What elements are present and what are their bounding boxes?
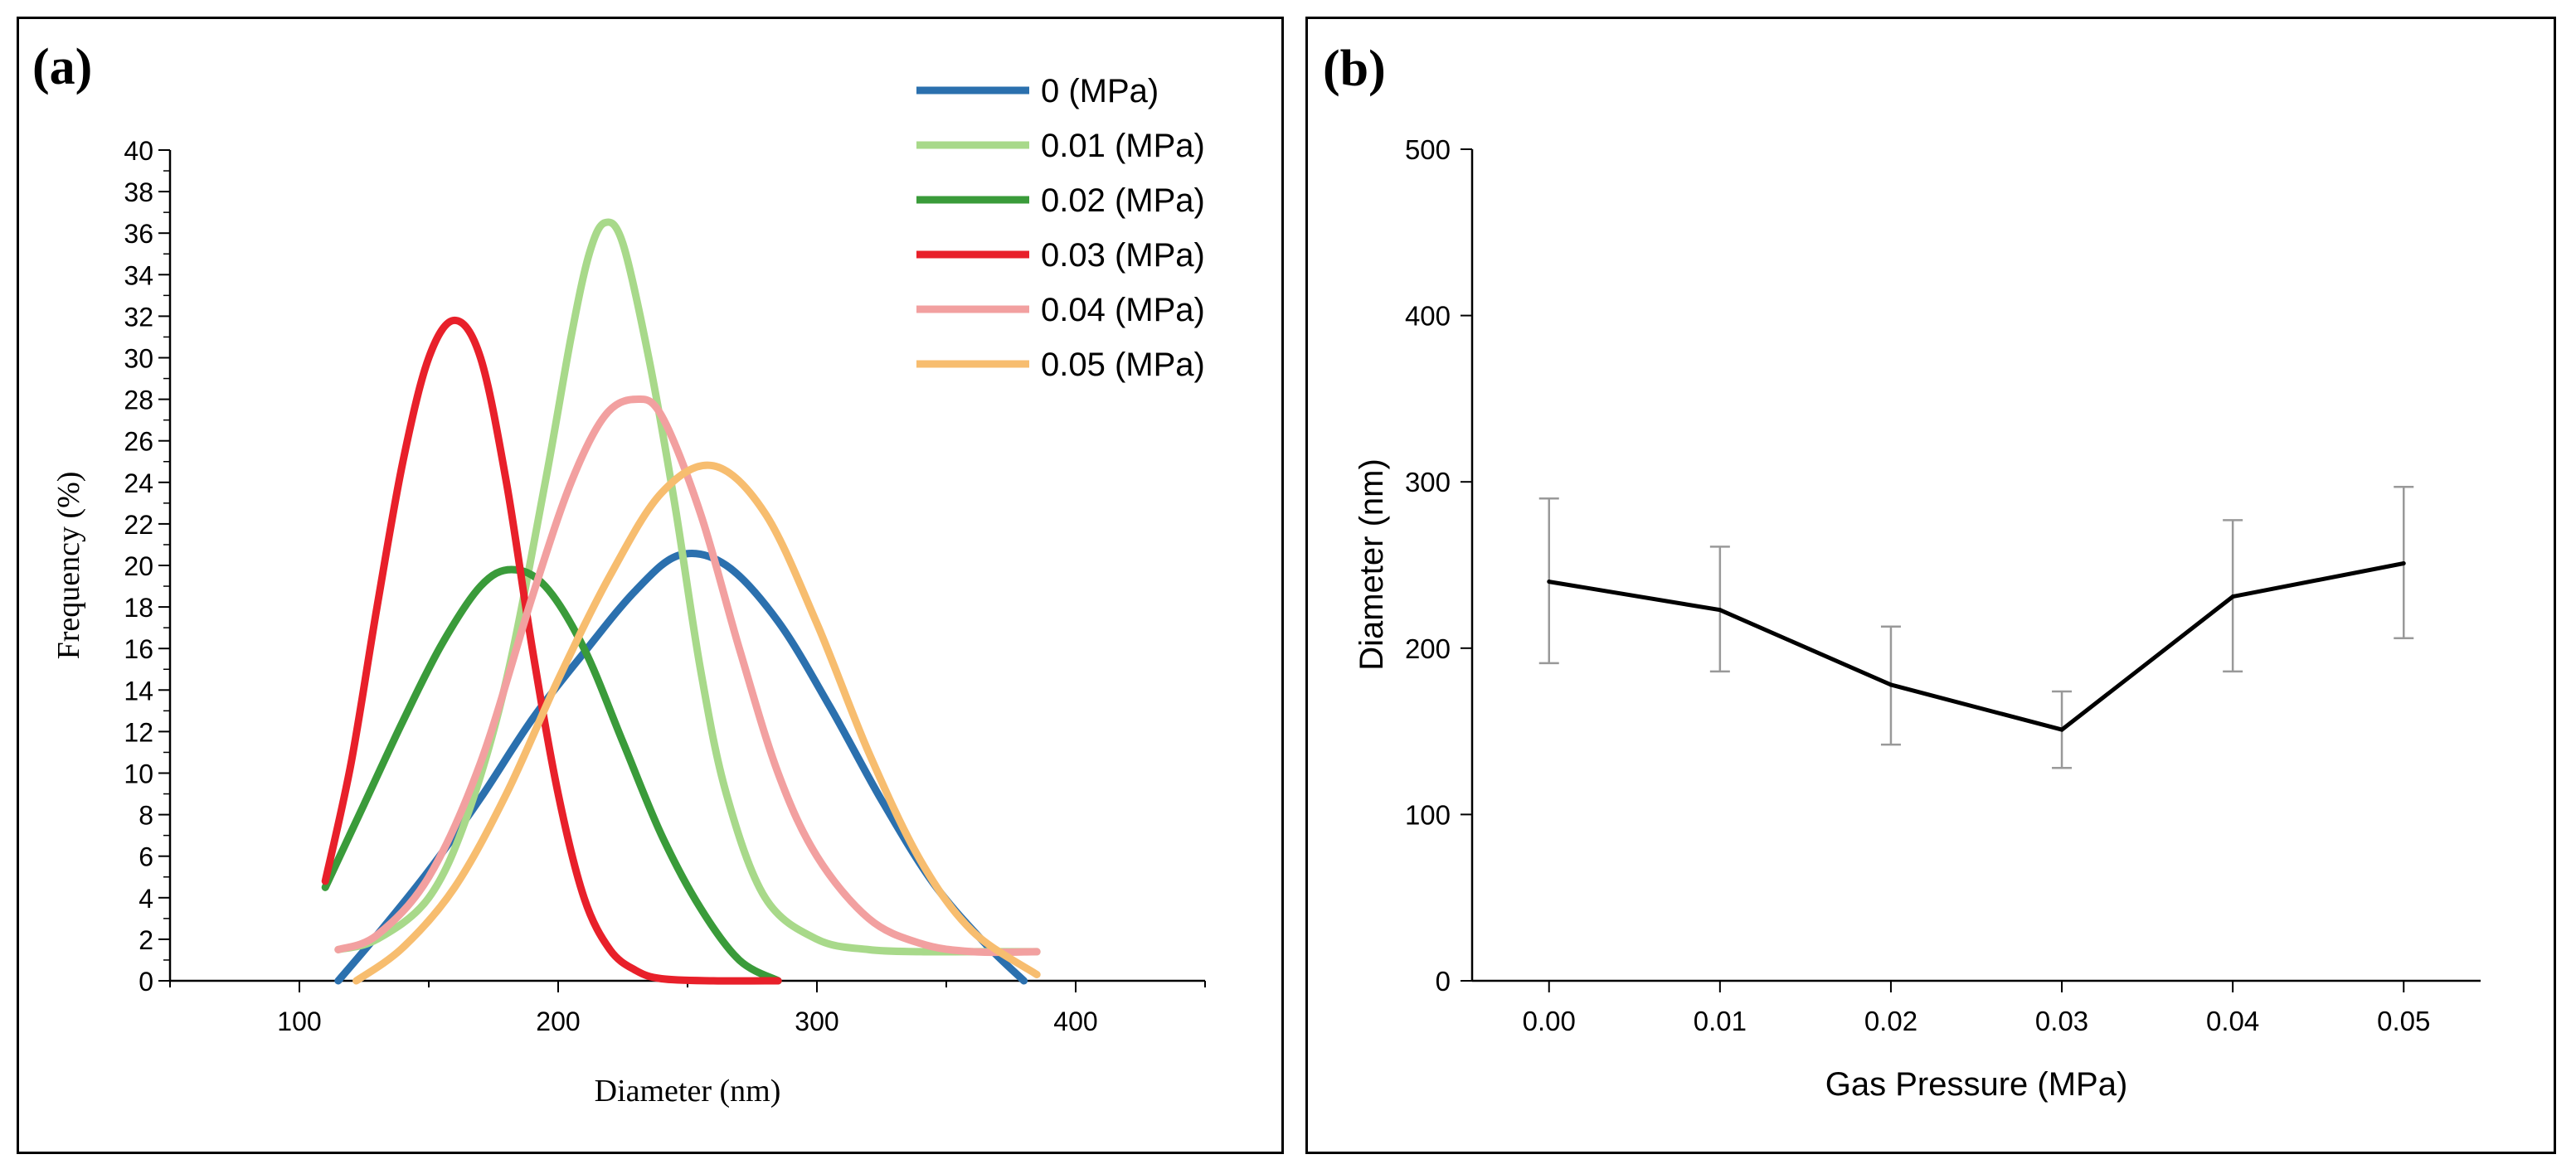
y-tick-label: 2: [139, 925, 153, 955]
y-axis-title: Frequency (%): [51, 472, 86, 660]
y-tick-label: 300: [1405, 467, 1451, 497]
legend-label: 0.05 (MPa): [1041, 347, 1205, 383]
y-tick-label: 8: [139, 801, 153, 831]
diameter-chart: (b) 0 100 200 300 400 500 0.00 0.01 0.02 0.03 0.0…: [1323, 41, 2481, 1103]
y-tick-label: 6: [139, 842, 153, 872]
y-tick-label: 28: [124, 386, 153, 415]
y-tick-label: 14: [124, 676, 153, 706]
y-tick-label: 24: [124, 468, 153, 498]
panel-label-b: (b): [1323, 41, 1386, 97]
series-line: [352, 461, 1041, 985]
legend-label: 0.03 (MPa): [1041, 237, 1205, 274]
x-tick-label: 0.03: [2035, 1006, 2088, 1036]
series-line: [321, 565, 782, 985]
series-line: [321, 316, 782, 985]
y-tick-label: 34: [124, 260, 153, 290]
y-tick-label: 16: [124, 634, 153, 664]
y-tick-label: 4: [139, 884, 153, 914]
panel-a: (a) 0 2 4 6 8 10 12 14 16 18 20 22 24 26 28 30 32 34 36 38 4…: [17, 17, 1284, 1154]
x-tick-label: 0.00: [1523, 1006, 1576, 1036]
x-axis-title: Gas Pressure (MPa): [1825, 1066, 2128, 1103]
y-axis-title: Diameter (nm): [1354, 458, 1390, 671]
x-tick-label: 0.04: [2206, 1006, 2259, 1036]
y-tick-label: 400: [1405, 301, 1451, 332]
legend-label: 0 (MPa): [1041, 73, 1159, 109]
data-point: [2230, 594, 2235, 599]
x-axis-title: Diameter (nm): [595, 1074, 781, 1108]
y-tick-label: 26: [124, 427, 153, 457]
y-tick-label: 200: [1405, 633, 1451, 664]
series-line: [334, 549, 1028, 985]
data-point: [1547, 580, 1552, 584]
y-tick-label: 20: [124, 551, 153, 581]
y-tick-label: 18: [124, 593, 153, 623]
legend-label: 0.04 (MPa): [1041, 292, 1205, 328]
y-tick-label: 38: [124, 177, 153, 207]
y-tick-label: 40: [124, 136, 153, 166]
x-tick-label: 300: [795, 1007, 838, 1036]
diameter-series-line: [1548, 561, 2404, 732]
x-tick-label: 400: [1053, 1007, 1097, 1036]
frequency-chart: (a) 024681012141618202224262830323436384…: [32, 39, 1206, 1108]
data-point: [1888, 682, 1893, 687]
x-tick-label: 0.01: [1694, 1006, 1747, 1036]
data-point: [2059, 727, 2064, 732]
legend-label: 0.02 (MPa): [1041, 182, 1205, 219]
y-tick-label: 30: [124, 344, 153, 374]
x-tick-label: 0.02: [1864, 1006, 1917, 1036]
data-point: [1718, 608, 1723, 613]
y-tick-label: 0: [139, 967, 153, 997]
y-tick-label: 500: [1405, 134, 1451, 165]
panel-b: (b) 0 100 200 300 400 500 0.00 0.01 0.02 0.03 0.0…: [1305, 17, 2556, 1154]
y-tick-label: 32: [124, 302, 153, 332]
x-tick-label: 200: [536, 1007, 580, 1036]
legend-label: 0.01 (MPa): [1041, 128, 1205, 164]
panel-label-a: (a): [32, 39, 92, 95]
y-tick-label: 22: [124, 510, 153, 540]
series-line: [334, 395, 1041, 957]
data-point: [2401, 560, 2406, 565]
y-tick-label: 0: [1436, 966, 1451, 997]
y-tick-label: 100: [1405, 799, 1451, 830]
series-line: [334, 218, 1041, 956]
x-tick-label: 0.05: [2377, 1006, 2430, 1036]
y-tick-label: 10: [124, 759, 153, 789]
x-tick-label: 100: [277, 1007, 321, 1036]
y-tick-label: 36: [124, 219, 153, 249]
y-tick-label: 12: [124, 717, 153, 747]
